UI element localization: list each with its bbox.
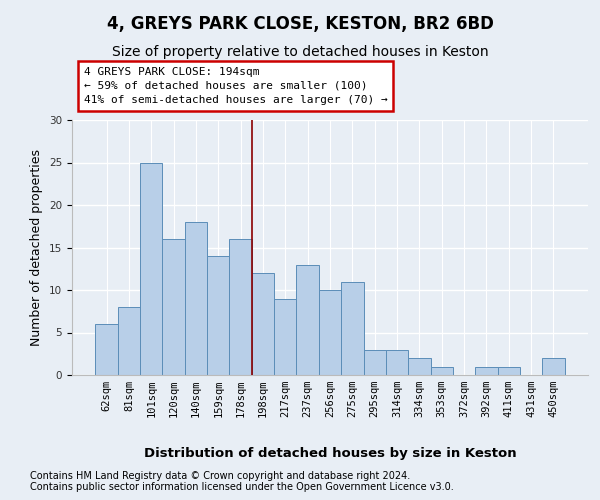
Bar (364, 350, 386, 375)
Bar (207, 256, 229, 375)
Bar (475, 366, 497, 375)
Text: 4, GREYS PARK CLOSE, KESTON, BR2 6BD: 4, GREYS PARK CLOSE, KESTON, BR2 6BD (107, 15, 493, 33)
Bar (296, 264, 319, 375)
Bar (140, 162, 163, 375)
Text: Contains HM Land Registry data © Crown copyright and database right 2024.: Contains HM Land Registry data © Crown c… (30, 471, 410, 481)
Bar (408, 358, 431, 375)
Bar (274, 298, 296, 375)
Bar (118, 307, 140, 375)
Text: Contains public sector information licensed under the Open Government Licence v3: Contains public sector information licen… (30, 482, 454, 492)
Bar (163, 239, 185, 375)
Text: 4 GREYS PARK CLOSE: 194sqm
← 59% of detached houses are smaller (100)
41% of sem: 4 GREYS PARK CLOSE: 194sqm ← 59% of deta… (84, 67, 388, 105)
Bar (185, 222, 207, 375)
Bar (229, 239, 252, 375)
Bar (341, 282, 364, 375)
Bar (542, 358, 565, 375)
Text: Size of property relative to detached houses in Keston: Size of property relative to detached ho… (112, 45, 488, 59)
Bar (431, 366, 453, 375)
Bar (319, 290, 341, 375)
Bar (95, 324, 118, 375)
Bar (386, 350, 408, 375)
Bar (497, 366, 520, 375)
Bar (252, 273, 274, 375)
Text: Distribution of detached houses by size in Keston: Distribution of detached houses by size … (143, 448, 517, 460)
Y-axis label: Number of detached properties: Number of detached properties (31, 149, 43, 346)
